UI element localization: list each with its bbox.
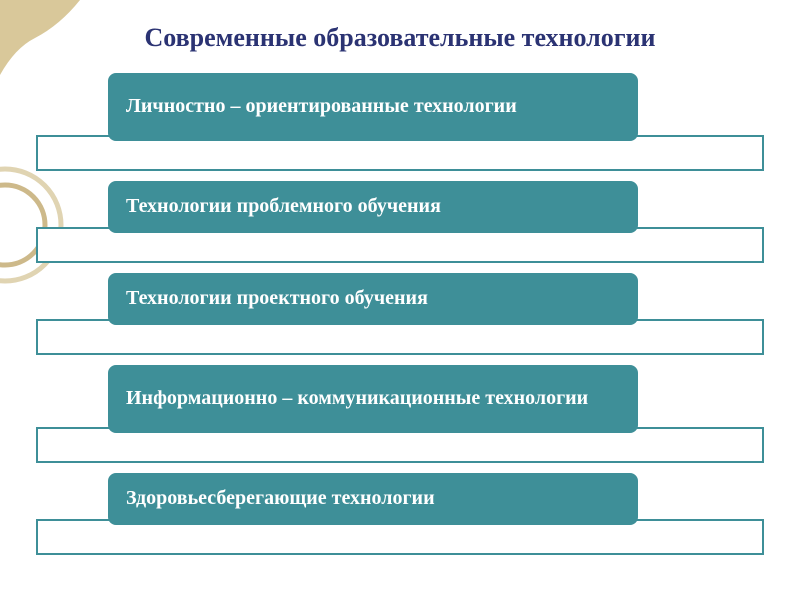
item-label: Здоровьесберегающие технологии xyxy=(126,486,435,511)
item-front-bar: Здоровьесберегающие технологии xyxy=(108,473,638,525)
item-label: Технологии проектного обучения xyxy=(126,286,428,311)
item-label: Информационно – коммуникационные техноло… xyxy=(126,386,588,411)
item-row: Информационно – коммуникационные техноло… xyxy=(30,365,770,469)
items-container: Личностно – ориентированные технологии Те… xyxy=(30,73,770,561)
item-label: Личностно – ориентированные технологии xyxy=(126,94,517,119)
item-label: Технологии проблемного обучения xyxy=(126,194,441,219)
item-front-bar: Технологии проектного обучения xyxy=(108,273,638,325)
item-row: Технологии проектного обучения xyxy=(30,273,770,361)
item-front-bar: Информационно – коммуникационные техноло… xyxy=(108,365,638,433)
item-row: Личностно – ориентированные технологии xyxy=(30,73,770,177)
item-front-bar: Технологии проблемного обучения xyxy=(108,181,638,233)
item-front-bar: Личностно – ориентированные технологии xyxy=(108,73,638,141)
slide: Современные образовательные технологии Л… xyxy=(0,0,800,600)
item-row: Технологии проблемного обучения xyxy=(30,181,770,269)
item-row: Здоровьесберегающие технологии xyxy=(30,473,770,561)
slide-title: Современные образовательные технологии xyxy=(0,0,800,73)
